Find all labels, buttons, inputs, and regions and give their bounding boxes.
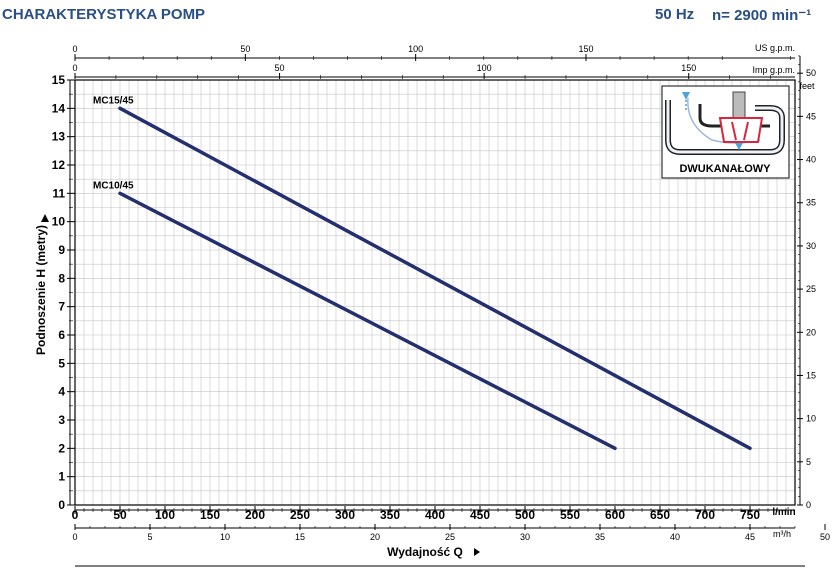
feet-tick-label: 10: [806, 414, 816, 424]
feet-tick-label: 50: [806, 68, 816, 78]
x-axis-arrow-icon: [474, 548, 480, 556]
x-tick-label: 250: [290, 508, 310, 522]
us-gpm-tick-label: 0: [72, 44, 77, 54]
y-tick-label: 8: [58, 271, 65, 285]
feet-tick-label: 30: [806, 241, 816, 251]
feet-tick-label: 15: [806, 370, 816, 380]
m3h-tick-label: 20: [370, 532, 380, 542]
imp-gpm-tick-label: 100: [477, 63, 492, 73]
imp-gpm-unit-label: Imp g.p.m.: [752, 65, 795, 75]
x-tick-label: 50: [113, 508, 127, 522]
m3h-tick-label: 30: [520, 532, 530, 542]
series-label-1: MC15/45: [93, 95, 134, 106]
page-title: CHARAKTERYSTYKA POMP: [2, 6, 206, 23]
y-tick-label: 15: [52, 73, 66, 87]
series-line-2: [118, 191, 617, 451]
y-tick-label: 10: [52, 215, 66, 229]
y-tick-label: 14: [52, 101, 66, 115]
y-axis-title: Podnoszenie H (metry): [34, 225, 48, 355]
x-tick-label: 200: [245, 508, 265, 522]
m3h-tick-label: 40: [670, 532, 680, 542]
imp-gpm-tick-label: 0: [72, 63, 77, 73]
y-tick-label: 2: [58, 441, 65, 455]
m3h-tick-label: 15: [295, 532, 305, 542]
us-gpm-tick-label: 150: [578, 44, 593, 54]
feet-tick-label: 40: [806, 155, 816, 165]
x-tick-label: 550: [560, 508, 580, 522]
x-tick-label: 100: [155, 508, 175, 522]
chart-grid: [74, 79, 796, 506]
frequency-label: 50 Hz: [655, 6, 695, 23]
chart-series: MC15/45 MC10/45: [93, 95, 752, 451]
us-gpm-unit-label: US g.p.m.: [755, 43, 795, 53]
feet-unit-label: feet: [799, 81, 815, 91]
us-gpm-tick-label: 100: [408, 44, 423, 54]
feet-tick-label: 45: [806, 111, 816, 121]
series-line-1: [118, 106, 752, 451]
chart-axes: [67, 54, 826, 530]
y-tick-label: 0: [58, 498, 65, 512]
m3h-tick-label: 25: [445, 532, 455, 542]
y-tick-label: 6: [58, 328, 65, 342]
y-tick-label: 12: [52, 158, 66, 172]
x-tick-label: 150: [200, 508, 220, 522]
x-tick-label: 500: [515, 508, 535, 522]
y-tick-label: 11: [52, 186, 65, 200]
m3h-tick-label: 35: [595, 532, 605, 542]
m3h-tick-label: 50: [820, 532, 830, 542]
m3h-tick-label: 5: [147, 532, 152, 542]
feet-tick-label: 35: [806, 198, 816, 208]
x-tick-label: 700: [695, 508, 715, 522]
imp-gpm-tick-label: 150: [681, 63, 696, 73]
pump-type-inset: DWUKANAŁOWY: [661, 85, 790, 179]
m3h-tick-label: 0: [72, 532, 77, 542]
m3h-unit-label: m³/h: [773, 529, 791, 539]
us-gpm-tick-label: 50: [240, 44, 250, 54]
y-tick-label: 9: [58, 243, 65, 257]
feet-tick-label: 25: [806, 284, 816, 294]
y-tick-label: 13: [52, 130, 66, 144]
y-tick-label: 7: [58, 300, 65, 314]
feet-tick-label: 0: [806, 500, 811, 510]
series-label-2: MC10/45: [93, 180, 134, 191]
plot-frame: [74, 79, 796, 506]
x-tick-label: 300: [335, 508, 355, 522]
pump-type-label: DWUKANAŁOWY: [679, 163, 771, 175]
imp-gpm-tick-label: 50: [275, 63, 285, 73]
feet-tick-label: 20: [806, 327, 816, 337]
y-tick-label: 4: [58, 385, 65, 399]
y-tick-label: 1: [58, 470, 65, 484]
y-tick-label: 5: [58, 356, 65, 370]
two-channel-impeller-icon: [665, 91, 785, 155]
x-tick-label: 450: [470, 508, 490, 522]
m3h-tick-label: 10: [220, 532, 230, 542]
speed-label: n= 2900 min⁻¹: [712, 7, 812, 24]
x-tick-label: 750: [740, 508, 760, 522]
chart-tick-labels: 0 50 100 150 200 250 300 350 400 450 500 550 600 650 7…: [52, 44, 830, 542]
m3h-tick-label: 45: [745, 532, 755, 542]
x-tick-label: 0: [72, 508, 79, 522]
x-tick-label: 600: [605, 508, 625, 522]
y-axis-arrow-icon: [41, 214, 49, 222]
x-tick-label: 650: [650, 508, 670, 522]
feet-tick-label: 5: [806, 457, 811, 467]
x-axis-title: Wydajność Q: [387, 545, 463, 559]
x-tick-label: 350: [380, 508, 400, 522]
y-tick-label: 3: [58, 413, 65, 427]
x-tick-label: 400: [425, 508, 445, 522]
x-unit-label: l/min: [772, 507, 795, 518]
